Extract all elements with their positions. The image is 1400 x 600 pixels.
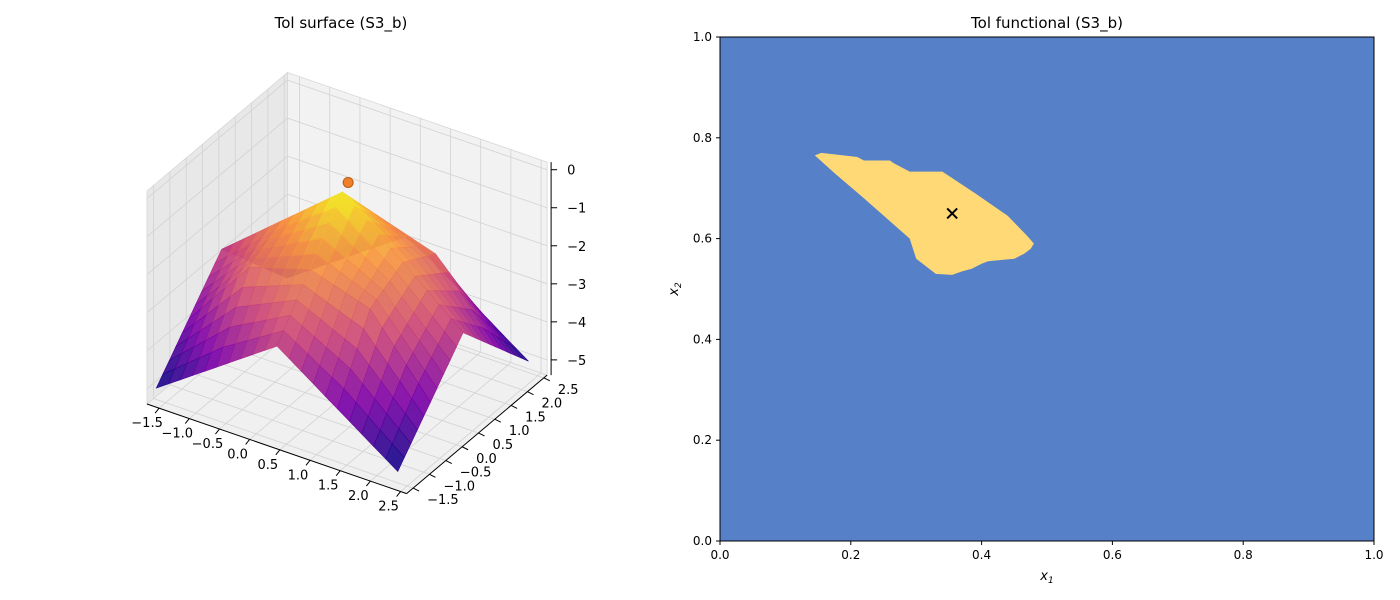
tick-mark bbox=[494, 418, 502, 423]
tick-mark bbox=[478, 432, 485, 437]
x-tick-label: 0.4 bbox=[972, 548, 991, 562]
y-tick-label: −1.0 bbox=[443, 479, 475, 494]
z-tick-label: 0 bbox=[567, 164, 575, 179]
y-tick-label: 0.8 bbox=[693, 131, 712, 145]
x-tick-label: 0.8 bbox=[1234, 548, 1253, 562]
x-tick-label: 1.5 bbox=[318, 479, 339, 494]
y-tick-label: 0.0 bbox=[693, 534, 712, 548]
contour-ylabel: x2 bbox=[667, 282, 684, 297]
x-tick-label: 0.0 bbox=[710, 548, 729, 562]
surface-mesh bbox=[155, 176, 529, 473]
z-grid-back bbox=[287, 117, 548, 209]
x-tick-label: 2.0 bbox=[348, 489, 369, 504]
z-tick-label: −5 bbox=[567, 354, 586, 369]
y-tick-label: −1.5 bbox=[427, 493, 459, 508]
y-tick-label: 0.5 bbox=[492, 438, 513, 453]
y-tick-label: 0.2 bbox=[693, 433, 712, 447]
y-tick-label: 1.0 bbox=[509, 424, 530, 439]
x-grid-floor bbox=[400, 372, 542, 492]
y-tick-label: 0.4 bbox=[693, 332, 712, 346]
z-grid-back bbox=[287, 155, 548, 247]
contour-panel: Tol functional (S3_b) 0.0 0.2 0.4 0.6 0.8 1.0… bbox=[667, 14, 1384, 586]
contour-ticks: 0.0 0.2 0.4 0.6 0.8 1.0 0.0 0.2 0.4 0.6 0.8 1.0 bbox=[693, 30, 1384, 562]
tick-mark bbox=[396, 491, 401, 497]
z-grid-left bbox=[146, 117, 288, 237]
tick-mark bbox=[445, 460, 453, 464]
y-tick-label: 2.5 bbox=[558, 383, 579, 398]
tick-mark bbox=[461, 446, 469, 451]
x-tick-label: 0.6 bbox=[1103, 548, 1122, 562]
x-tick-label: −1.0 bbox=[161, 427, 193, 442]
y-tick-label: 0.0 bbox=[476, 452, 497, 467]
feasible-region bbox=[814, 152, 1034, 275]
x-tick-label: −1.5 bbox=[131, 416, 163, 431]
surface-patch bbox=[385, 443, 405, 473]
contour-axes-frame bbox=[719, 36, 1375, 542]
y-tick-label: −0.5 bbox=[460, 466, 492, 481]
tick-mark bbox=[543, 377, 551, 382]
tick-mark bbox=[305, 459, 311, 466]
z-tick-label: −1 bbox=[567, 202, 586, 217]
tick-mark bbox=[412, 487, 420, 492]
y-tick-label: 1.0 bbox=[693, 30, 712, 44]
contour-background bbox=[720, 37, 1374, 541]
x-tick-label: 1.0 bbox=[288, 468, 309, 483]
z-tick-label: −3 bbox=[567, 278, 586, 293]
x-axis-line bbox=[146, 403, 407, 495]
surface-panel: Tol surface (S3_b) −1.5−1.0−0.50.00.51.0… bbox=[131, 14, 586, 515]
tick-mark bbox=[215, 428, 220, 435]
axes3d-ticks: −1.5−1.0−0.50.00.51.01.52.02.5 −1.5−1.0−0… bbox=[131, 162, 586, 515]
tick-mark bbox=[510, 404, 518, 409]
y-tick-label: 0.6 bbox=[693, 232, 712, 246]
contour-title: Tol functional (S3_b) bbox=[970, 14, 1123, 33]
y-axis-line bbox=[406, 374, 548, 494]
tick-mark bbox=[245, 439, 251, 445]
x-tick-label: 0.2 bbox=[841, 548, 860, 562]
tick-mark bbox=[154, 407, 160, 414]
x-tick-label: 0.0 bbox=[227, 447, 248, 462]
max-marker-3d bbox=[342, 176, 354, 188]
y-grid-floor bbox=[153, 398, 414, 489]
z-grid-left bbox=[146, 193, 288, 314]
tick-mark bbox=[335, 470, 341, 476]
x-tick-label: 2.5 bbox=[378, 500, 399, 515]
tick-mark bbox=[527, 391, 534, 396]
tick-mark bbox=[184, 418, 190, 424]
max-point-marker bbox=[946, 207, 958, 220]
z-tick-label: −2 bbox=[567, 240, 586, 255]
x-tick-label: 1.0 bbox=[1364, 548, 1383, 562]
z-grid-left bbox=[146, 155, 288, 275]
surface-title: Tol surface (S3_b) bbox=[274, 14, 408, 33]
z-grid-left bbox=[146, 79, 288, 199]
tick-mark bbox=[275, 449, 281, 456]
z-tick-label: −4 bbox=[567, 316, 586, 331]
z-grid-back bbox=[287, 79, 548, 171]
contour-xlabel: x1 bbox=[1039, 569, 1053, 586]
y-tick-label: 2.0 bbox=[541, 397, 562, 412]
x-tick-label: −0.5 bbox=[192, 437, 224, 452]
tick-mark bbox=[365, 480, 371, 487]
y-tick-label: 1.5 bbox=[525, 410, 546, 425]
marker-stroke bbox=[946, 207, 958, 220]
tick-mark bbox=[429, 473, 436, 478]
x-tick-label: 0.5 bbox=[257, 458, 278, 473]
